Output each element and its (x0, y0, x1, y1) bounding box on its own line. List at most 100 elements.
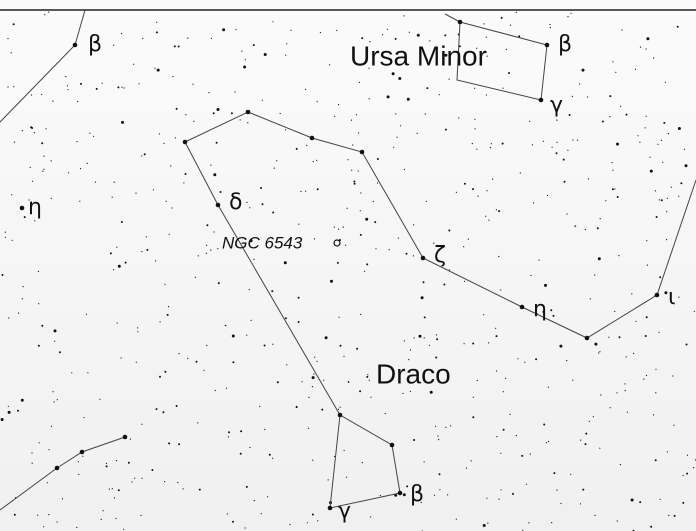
star (664, 291, 668, 295)
star (659, 276, 662, 279)
star (113, 181, 115, 183)
star (472, 396, 474, 398)
star (246, 201, 248, 203)
star (501, 142, 504, 145)
star (313, 373, 315, 375)
star (666, 239, 668, 241)
star (313, 238, 316, 240)
star (146, 248, 149, 251)
star (367, 374, 369, 376)
star (252, 44, 255, 47)
star (140, 514, 142, 517)
star (67, 89, 69, 91)
star (388, 249, 390, 251)
star (644, 335, 647, 337)
star (657, 143, 659, 145)
star (347, 159, 349, 161)
star (652, 414, 655, 416)
star (538, 259, 540, 261)
star (183, 182, 185, 184)
star (253, 500, 255, 502)
star (438, 439, 440, 441)
star (684, 164, 688, 168)
star (368, 379, 370, 381)
star (120, 221, 123, 223)
star (433, 242, 435, 244)
star (217, 282, 220, 285)
star (261, 99, 263, 101)
star (83, 417, 85, 419)
star (653, 57, 655, 59)
star (76, 141, 78, 143)
star (28, 199, 30, 201)
star (483, 314, 485, 316)
star (68, 172, 70, 174)
star (358, 132, 360, 134)
star (683, 148, 686, 150)
star (676, 25, 679, 28)
star (391, 72, 395, 76)
star (611, 188, 614, 191)
star (672, 375, 674, 377)
star (521, 454, 524, 457)
star (353, 182, 356, 185)
star (443, 283, 446, 286)
star (111, 196, 113, 198)
star (512, 492, 514, 495)
star (693, 310, 695, 312)
star (172, 76, 174, 78)
star (612, 169, 614, 171)
star (455, 518, 457, 520)
star (159, 375, 161, 378)
star (386, 28, 388, 30)
star (54, 340, 56, 342)
star (314, 356, 316, 358)
bright-star (245, 109, 251, 115)
star (350, 119, 353, 121)
star (668, 514, 670, 517)
star (50, 425, 53, 427)
star (58, 351, 61, 354)
bright-star (544, 42, 550, 48)
star (263, 53, 267, 56)
star (249, 239, 253, 243)
star (65, 76, 67, 78)
star (585, 432, 588, 435)
star (77, 461, 79, 463)
star (164, 370, 167, 373)
star (50, 197, 52, 199)
star (645, 316, 648, 319)
star (366, 263, 369, 266)
star (29, 166, 31, 168)
star (249, 207, 251, 209)
star (680, 182, 683, 185)
star (56, 521, 58, 523)
star (267, 496, 269, 498)
star (444, 128, 447, 131)
star (273, 167, 275, 169)
star (285, 54, 287, 56)
star (141, 423, 143, 425)
star (210, 249, 212, 251)
star (682, 501, 685, 504)
star (13, 86, 15, 88)
star (203, 369, 205, 371)
star (488, 219, 490, 221)
star (7, 37, 9, 40)
star (99, 398, 101, 400)
star (164, 283, 166, 285)
star (37, 344, 40, 347)
star (4, 236, 6, 238)
star (20, 398, 24, 402)
star (187, 357, 189, 359)
star (105, 462, 107, 464)
star (268, 453, 271, 456)
star (376, 182, 379, 184)
star (41, 93, 43, 96)
star (225, 325, 227, 327)
star-label: γ (338, 499, 351, 524)
star (319, 31, 321, 34)
star (553, 472, 556, 475)
star (215, 141, 218, 144)
